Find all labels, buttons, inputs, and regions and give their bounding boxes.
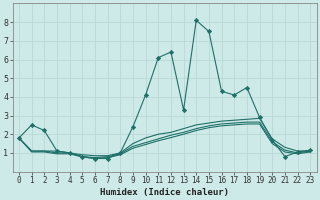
- X-axis label: Humidex (Indice chaleur): Humidex (Indice chaleur): [100, 188, 229, 197]
